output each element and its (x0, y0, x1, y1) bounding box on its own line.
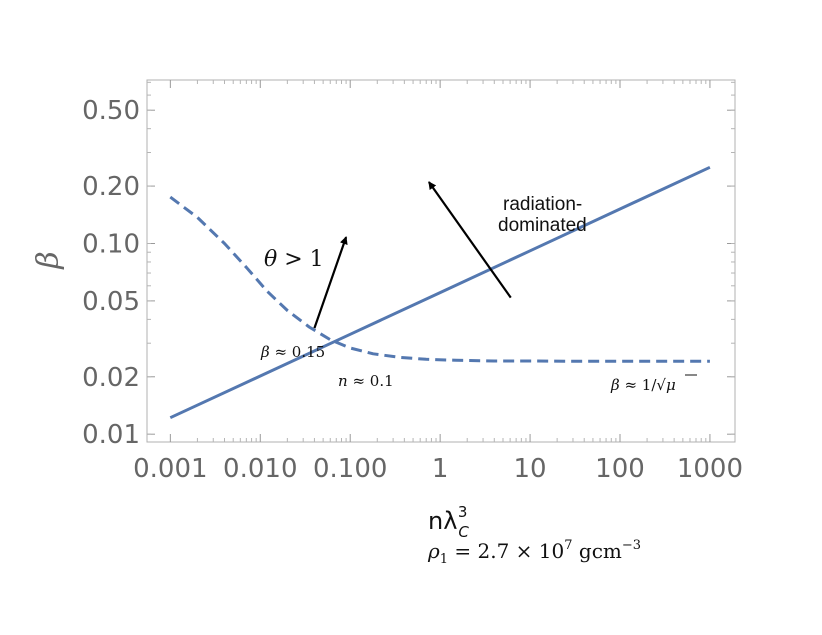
x-tick-label: 10 (514, 454, 547, 484)
density-label: ρ1 = 2.7 × 107 gcm−3 (427, 538, 641, 567)
x-tick-label: 1 (432, 454, 449, 484)
x-tick-label: 0.001 (133, 454, 207, 484)
series-line-solid (169, 165, 711, 420)
theta-arrow (313, 236, 348, 329)
y-tick-labels: 0.01 0.02 0.05 0.10 0.20 0.50 (82, 96, 140, 450)
y-axis-label: β (31, 251, 66, 269)
y-tick-label: 0.01 (82, 420, 140, 450)
mu-symbol: μ (666, 376, 676, 394)
x-axis-label-sub: C (458, 523, 469, 541)
n-cross-symbol: n (338, 372, 348, 390)
beta-low-symbol: β (260, 343, 270, 361)
radiation-annotation-line1: radiation- (503, 194, 582, 215)
x-tick-label: 0.100 (313, 454, 387, 484)
radiation-annotation-line2: dominated (498, 215, 587, 236)
x-axis-label-sup: 3 (458, 503, 468, 521)
n-cross-value: ≈ 0.1 (348, 372, 394, 390)
plot-frame (146, 79, 736, 443)
y-tick-label: 0.50 (82, 96, 140, 126)
x-axis-label-main: nλ (428, 507, 457, 535)
beta-low-value: ≈ 0.15 (270, 343, 326, 361)
density-unit: gcm (573, 539, 622, 563)
y-tick-label: 0.20 (82, 172, 140, 202)
beta-high-annotation: β ≈ 1/√μ (610, 376, 676, 394)
y-tick-label: 0.10 (82, 229, 140, 259)
x-tick-labels: 0.001 0.010 0.100 1 10 100 1000 (133, 454, 743, 484)
rho-symbol: ρ (427, 539, 440, 563)
beta-low-annotation: β ≈ 0.15 (260, 343, 325, 361)
density-exponent: 7 (564, 538, 572, 553)
n-cross-annotation: n ≈ 0.1 (338, 372, 394, 390)
series-line-dashed (169, 195, 710, 363)
tick-marks (147, 80, 735, 442)
series-layer (169, 165, 711, 420)
density-equation: = 2.7 × 10 (448, 539, 564, 563)
y-tick-label: 0.05 (82, 287, 140, 317)
beta-high-value: ≈ 1/√ (620, 376, 667, 394)
theta-annotation: θ > 1 (264, 247, 324, 272)
rho-subscript: 1 (440, 552, 448, 567)
density-unit-exponent: −3 (622, 538, 641, 553)
x-tick-label: 0.010 (223, 454, 297, 484)
x-tick-label: 1000 (677, 454, 743, 484)
radiation-arrow (428, 181, 512, 299)
beta-high-symbol: β (610, 376, 620, 394)
x-tick-label: 100 (595, 454, 645, 484)
theta-condition: > 1 (277, 247, 323, 272)
theta-symbol: θ (264, 247, 277, 272)
x-axis-label: nλC 3 (428, 503, 469, 541)
arrow-layer (313, 181, 512, 329)
y-tick-label: 0.02 (82, 363, 140, 393)
